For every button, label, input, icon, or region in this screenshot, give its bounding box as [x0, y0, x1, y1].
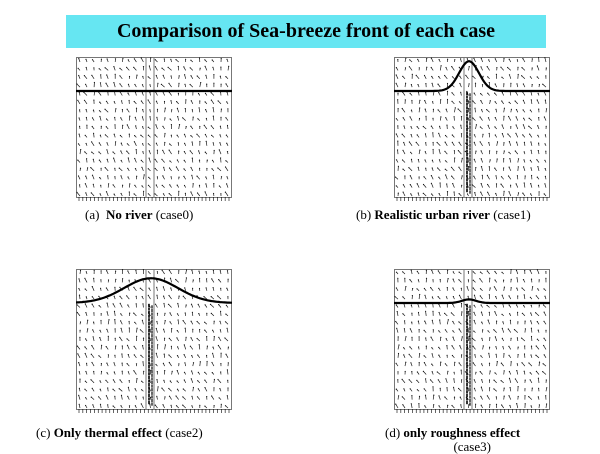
caption-label-bold: Realistic urban river: [374, 207, 490, 222]
caption-label-bold: No river: [106, 207, 153, 222]
caption-panel-b: (b) Realistic urban river (case1): [356, 207, 531, 223]
caption-label-bold: only roughness effect: [403, 425, 520, 440]
wind-vector-field: [77, 269, 229, 408]
caption-case: (case0): [156, 207, 194, 222]
vector-plot-panel-b: [394, 57, 550, 205]
wind-vector-field: [395, 57, 547, 196]
title-banner: Comparison of Sea-breeze front of each c…: [66, 15, 546, 48]
caption-letter: (b): [356, 207, 371, 222]
vector-plot-panel-a: [76, 57, 232, 205]
caption-panel-c: (c) Only thermal effect (case2): [36, 425, 203, 441]
wind-vector-field: [394, 269, 547, 408]
caption-letter: (a): [85, 207, 99, 222]
caption-label-bold: Only thermal effect: [54, 425, 162, 440]
caption-letter: (c): [36, 425, 50, 440]
caption-case: (case3): [453, 439, 491, 454]
caption-case: (case1): [493, 207, 531, 222]
vector-plot-panel-d: [394, 269, 550, 417]
caption-panel-d: (d) only roughness effect (case3): [385, 425, 561, 441]
caption-letter: (d): [385, 425, 400, 440]
caption-panel-a: (a) No river (case0): [85, 207, 193, 223]
river-band: [467, 92, 470, 194]
wind-vector-field: [76, 57, 229, 196]
caption-case: (case2): [165, 425, 203, 440]
vector-plot-panel-c: [76, 269, 232, 417]
